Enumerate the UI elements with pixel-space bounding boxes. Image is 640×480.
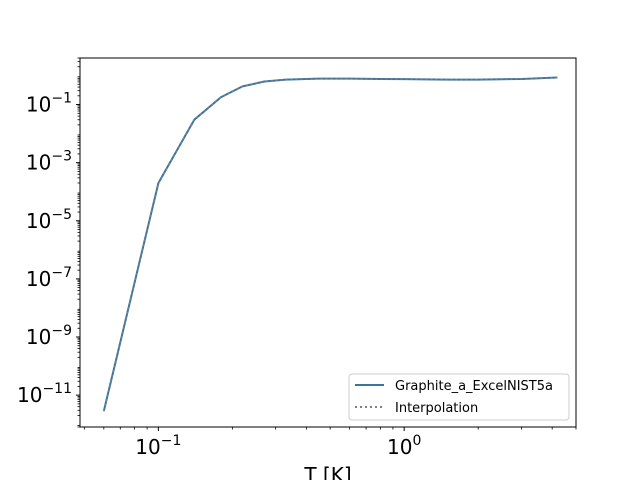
series-1-point (379, 78, 381, 80)
legend-box (348, 373, 570, 421)
x-axis-title: T [K] (303, 463, 351, 480)
series-1-point (349, 78, 351, 80)
y-tick-label-base: 10 (17, 383, 42, 407)
series-1-point (103, 410, 105, 412)
y-tick-label: 10−11 (17, 381, 72, 407)
x-tick-label: 100 (387, 433, 421, 459)
series-1-point (520, 78, 522, 80)
series-1-point (556, 77, 558, 79)
series-1-point (242, 85, 244, 87)
series-1-point (193, 119, 195, 121)
y-tick-label: 10−7 (26, 265, 72, 291)
y-tick-label-exp: −1 (51, 91, 72, 107)
y-tick-label-base: 10 (26, 93, 51, 117)
series-1-point (220, 96, 222, 98)
x-tick-label-base: 10 (387, 435, 412, 459)
y-tick-label: 10−3 (26, 149, 72, 175)
x-tick-label-base: 10 (135, 435, 160, 459)
series-1-point (477, 79, 479, 81)
y-tick-label: 10−1 (26, 91, 72, 117)
y-tick-label-base: 10 (26, 151, 51, 175)
series-1-point (263, 81, 265, 83)
x-tick-label-exp: 0 (412, 433, 421, 449)
series-1-point (446, 79, 448, 81)
series-1-point (285, 79, 287, 81)
x-tick-label-exp: −1 (161, 433, 182, 449)
series-layer (102, 76, 558, 412)
legend: Graphite_a_ExcelNIST5a Interpolation (348, 373, 570, 421)
series-line-0 (102, 76, 558, 412)
y-tick-label-exp: −3 (51, 149, 72, 165)
series-1-point (318, 78, 320, 80)
y-tick-label-exp: −11 (42, 381, 72, 397)
series-1-point (403, 78, 405, 80)
legend-label-series-1: Interpolation (395, 401, 478, 416)
y-tick-label-base: 10 (26, 325, 51, 349)
y-tick-label: 10−5 (26, 207, 72, 233)
y-tick-label: 10−9 (26, 323, 72, 349)
series-line-1 (103, 76, 558, 412)
series-1-point (157, 182, 159, 184)
x-tick-label: 10−1 (135, 433, 181, 459)
y-tick-label-base: 10 (26, 209, 51, 233)
y-tick-label-base: 10 (26, 267, 51, 291)
y-tick-label-exp: −5 (51, 207, 72, 223)
y-tick-label-exp: −9 (51, 323, 72, 339)
legend-label-series-0: Graphite_a_ExcelNIST5a (395, 379, 553, 394)
y-tick-label-exp: −7 (51, 265, 72, 281)
plot-frame (79, 57, 577, 428)
